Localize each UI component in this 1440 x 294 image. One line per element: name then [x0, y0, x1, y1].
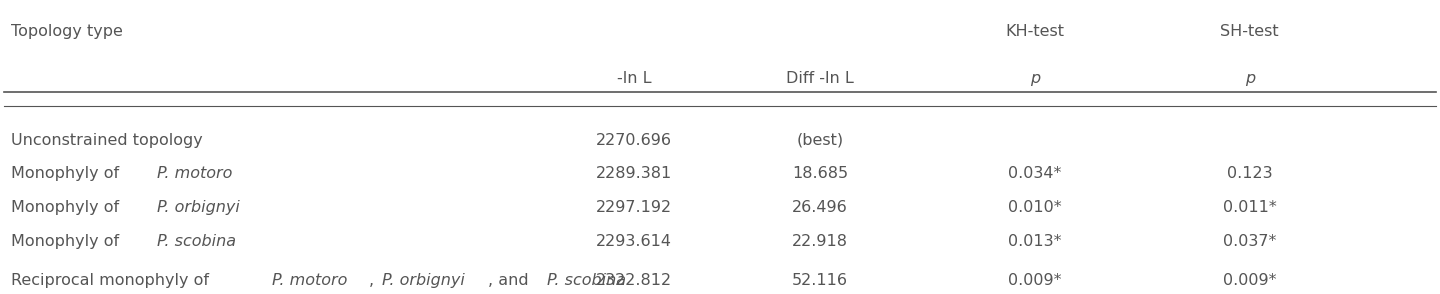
- Text: 2270.696: 2270.696: [596, 133, 672, 148]
- Text: P. orbignyi: P. orbignyi: [382, 273, 465, 288]
- Text: 2297.192: 2297.192: [596, 200, 672, 215]
- Text: 52.116: 52.116: [792, 273, 848, 288]
- Text: 0.009*: 0.009*: [1008, 273, 1061, 288]
- Text: 2293.614: 2293.614: [596, 233, 672, 248]
- Text: 0.037*: 0.037*: [1223, 233, 1276, 248]
- Text: 0.123: 0.123: [1227, 166, 1273, 181]
- Text: ,: ,: [369, 273, 379, 288]
- Text: Monophyly of: Monophyly of: [12, 166, 125, 181]
- Text: P. scobina: P. scobina: [547, 273, 626, 288]
- Text: Monophyly of: Monophyly of: [12, 200, 125, 215]
- Text: Diff -ln L: Diff -ln L: [786, 71, 854, 86]
- Text: 0.034*: 0.034*: [1008, 166, 1061, 181]
- Text: P. scobina: P. scobina: [157, 233, 236, 248]
- Text: 26.496: 26.496: [792, 200, 848, 215]
- Text: 0.013*: 0.013*: [1008, 233, 1061, 248]
- Text: SH-test: SH-test: [1221, 24, 1279, 39]
- Text: Reciprocal monophyly of: Reciprocal monophyly of: [12, 273, 215, 288]
- Text: 0.011*: 0.011*: [1223, 200, 1277, 215]
- Text: 0.009*: 0.009*: [1223, 273, 1276, 288]
- Text: Topology type: Topology type: [12, 24, 124, 39]
- Text: 0.010*: 0.010*: [1008, 200, 1061, 215]
- Text: , and: , and: [488, 273, 534, 288]
- Text: -ln L: -ln L: [616, 71, 651, 86]
- Text: 2289.381: 2289.381: [596, 166, 672, 181]
- Text: 2322.812: 2322.812: [596, 273, 672, 288]
- Text: (best): (best): [796, 133, 844, 148]
- Text: Unconstrained topology: Unconstrained topology: [12, 133, 203, 148]
- Text: p: p: [1030, 71, 1040, 86]
- Text: Monophyly of: Monophyly of: [12, 233, 125, 248]
- Text: p: p: [1244, 71, 1254, 86]
- Text: 18.685: 18.685: [792, 166, 848, 181]
- Text: KH-test: KH-test: [1005, 24, 1064, 39]
- Text: 22.918: 22.918: [792, 233, 848, 248]
- Text: P. orbignyi: P. orbignyi: [157, 200, 239, 215]
- Text: P. motoro: P. motoro: [272, 273, 347, 288]
- Text: P. motoro: P. motoro: [157, 166, 232, 181]
